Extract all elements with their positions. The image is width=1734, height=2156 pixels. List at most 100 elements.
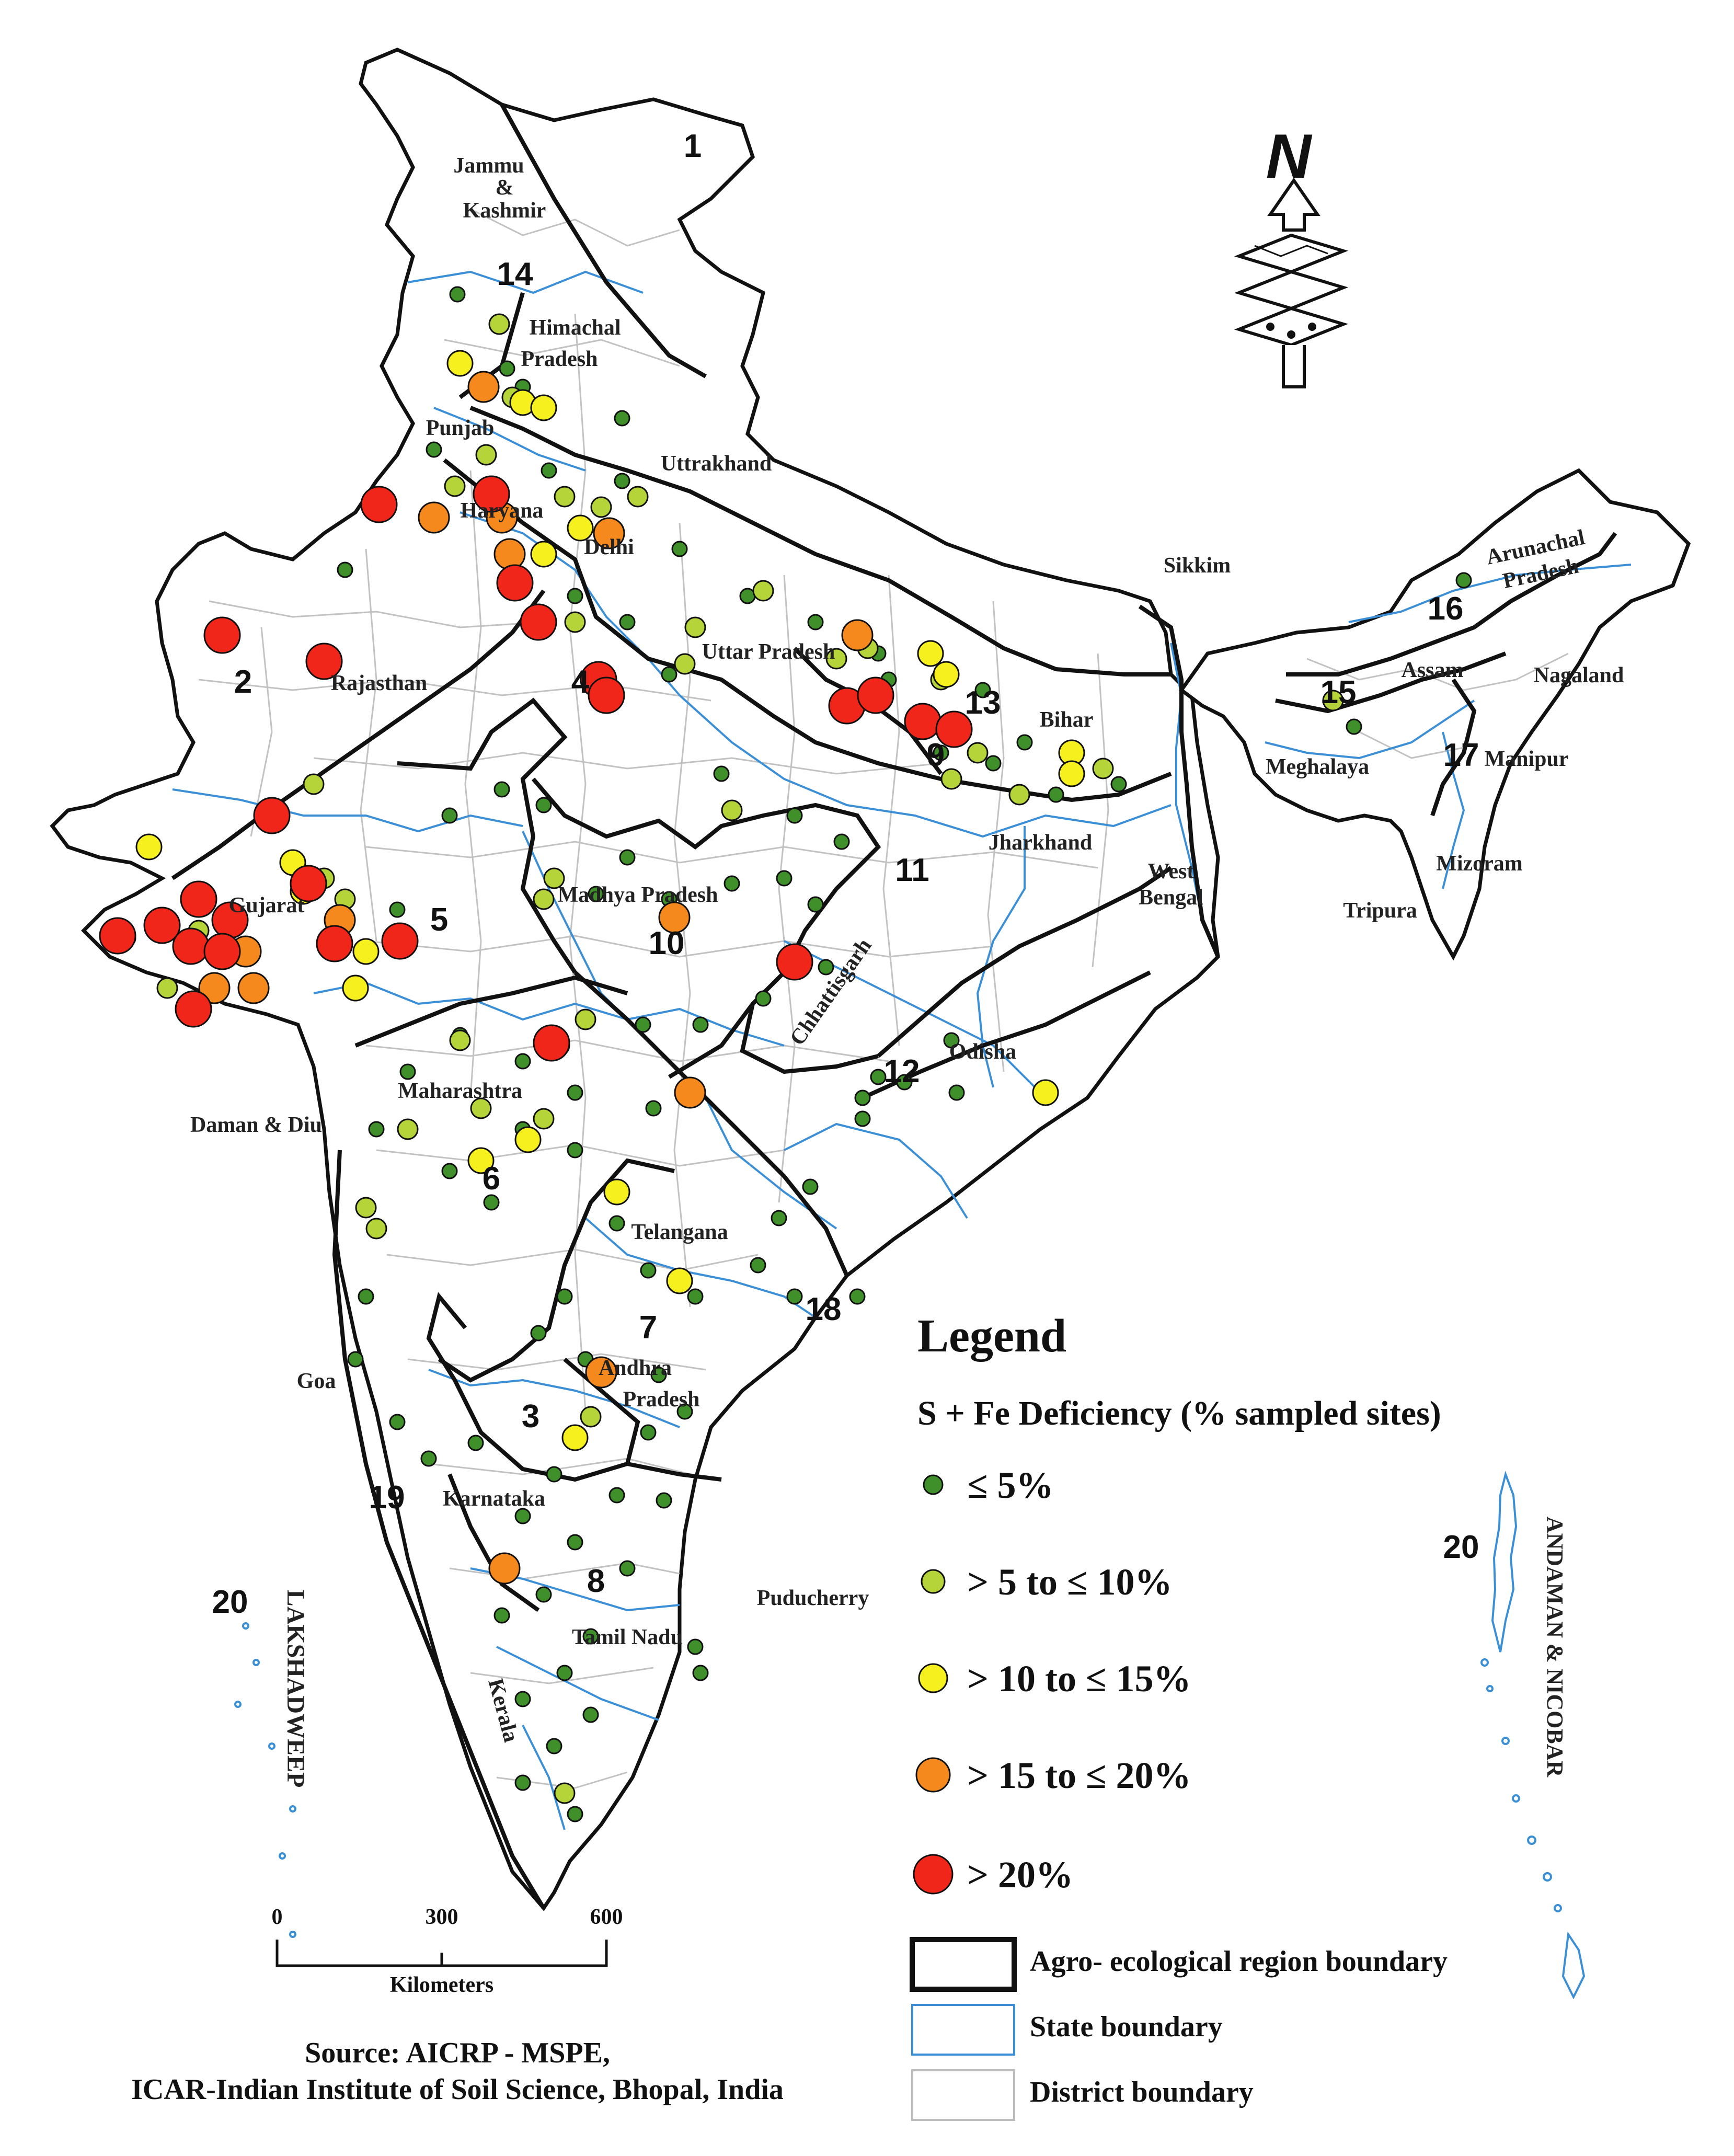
legend-item: > 20% xyxy=(913,1854,1073,1896)
scale-tick-label: 300 xyxy=(426,1905,458,1929)
state-label: Uttar Pradesh xyxy=(702,640,835,664)
agro-ecological-boundaries xyxy=(171,104,1617,1910)
legend-item: > 15 to ≤ 20% xyxy=(915,1754,1191,1796)
layers-icon xyxy=(1234,233,1349,347)
state-label: Nagaland xyxy=(1534,663,1624,687)
north-arrow-icon xyxy=(1267,177,1320,232)
legend-label: ≤ 5% xyxy=(967,1464,1054,1506)
legend-item: > 5 to ≤ 10% xyxy=(921,1561,1173,1603)
state-label: Jharkhand xyxy=(989,831,1092,855)
state-label: Goa xyxy=(297,1369,336,1393)
mainland-outline xyxy=(50,48,1220,1911)
state-label: Bengal xyxy=(1139,886,1203,910)
legend-label: > 15 to ≤ 20% xyxy=(967,1754,1191,1796)
state-label: Pradesh xyxy=(623,1387,700,1412)
region-number: 9 xyxy=(927,737,945,773)
region-number: 12 xyxy=(884,1053,920,1090)
region-number: 1 xyxy=(684,128,702,164)
region-number: 17 xyxy=(1443,737,1479,773)
legend-boundary-item: Agro- ecological region boundary xyxy=(910,1937,1448,1992)
scale-bar: 0 300 600 Kilometers xyxy=(272,1905,623,1997)
andaman-nicobar-islands xyxy=(1480,1471,1586,2000)
legend: Legend S + Fe Deficiency (% sampled site… xyxy=(910,1310,1448,2121)
legend-label: State boundary xyxy=(1030,2011,1223,2043)
legend-label: > 10 to ≤ 15% xyxy=(967,1658,1191,1700)
state-label: & xyxy=(496,176,514,200)
country-outline xyxy=(50,48,1691,1911)
legend-label: District boundary xyxy=(1030,2076,1254,2108)
northeast-outline xyxy=(1179,468,1691,961)
legend-subtitle: S + Fe Deficiency (% sampled sites) xyxy=(917,1394,1441,1432)
state-label: Meghalaya xyxy=(1266,755,1369,779)
sites-5to10 xyxy=(156,313,1344,1804)
state-label: Daman & Diu xyxy=(190,1113,322,1137)
scale-tick-label: 0 xyxy=(272,1905,283,1929)
region-number: 15 xyxy=(1320,674,1357,710)
source-credit: Source: AICRP - MSPE, ICAR-Indian Instit… xyxy=(131,2037,784,2106)
state-label: Jammu xyxy=(453,154,524,178)
state-label: Odisha xyxy=(949,1040,1016,1064)
state-label: LAKSHADWEEP xyxy=(282,1590,309,1788)
legend-item: ≤ 5% xyxy=(923,1464,1054,1506)
state-label: Uttrakhand xyxy=(661,452,772,476)
legend-swatch xyxy=(913,1854,954,1895)
scale-unit: Kilometers xyxy=(390,1973,493,1997)
legend-swatch xyxy=(918,1663,948,1693)
legend-boundary-item: District boundary xyxy=(911,2069,1254,2121)
legend-swatch xyxy=(921,1569,946,1594)
state-label: Gujarat xyxy=(229,893,305,918)
legend-boundary-item: State boundary xyxy=(911,2004,1223,2056)
legend-item: > 10 to ≤ 15% xyxy=(918,1658,1191,1700)
state-label: Kashmir xyxy=(463,199,546,223)
lakshadweep-islands xyxy=(234,1622,296,1938)
state-label: Punjab xyxy=(426,416,495,440)
district-boundary-swatch xyxy=(911,2069,1015,2121)
region-number: 8 xyxy=(587,1563,605,1599)
state-label: Maharashtra xyxy=(398,1079,522,1103)
region-boundary-swatch xyxy=(910,1937,1017,1992)
region-number: 14 xyxy=(497,256,533,292)
source-line-1: Source: AICRP - MSPE, xyxy=(305,2037,610,2069)
region-number: 5 xyxy=(430,902,448,938)
region-number: 6 xyxy=(483,1161,500,1197)
state-label: Manipur xyxy=(1484,747,1568,771)
state-label: West xyxy=(1148,859,1195,884)
region-number: 20 xyxy=(1443,1529,1479,1565)
sites-10to15 xyxy=(135,350,1085,1451)
sites-15to20 xyxy=(198,371,874,1585)
region-number: 4 xyxy=(571,664,590,700)
region-number: 3 xyxy=(522,1398,539,1435)
state-label: Andhra xyxy=(599,1356,672,1380)
region-number: 11 xyxy=(895,852,929,888)
sample-sites xyxy=(99,286,1472,1822)
state-label: ANDAMAN & NICOBAR xyxy=(1542,1517,1568,1778)
state-label: Puducherry xyxy=(757,1586,869,1610)
region-number: 16 xyxy=(1428,591,1464,627)
legend-title: Legend xyxy=(917,1310,1066,1362)
district-boundaries xyxy=(198,208,1569,1789)
region-number: 20 xyxy=(212,1584,248,1620)
north-label: N xyxy=(1266,121,1313,191)
state-label: Telangana xyxy=(631,1220,728,1244)
region-number: 18 xyxy=(806,1291,842,1327)
scale-line xyxy=(275,1940,608,1967)
state-label: Rajasthan xyxy=(331,671,427,695)
state-label: Delhi xyxy=(584,535,634,559)
region-number: 7 xyxy=(639,1310,657,1346)
state-label: Sikkim xyxy=(1164,554,1231,578)
state-boundaries xyxy=(172,270,1632,1830)
state-label: Himachal xyxy=(530,316,621,340)
legend-swatch xyxy=(923,1474,944,1495)
legend-label: > 20% xyxy=(967,1854,1073,1896)
region-number: 19 xyxy=(369,1480,405,1516)
state-label: Haryana xyxy=(461,499,544,523)
legend-label: > 5 to ≤ 10% xyxy=(967,1561,1173,1603)
state-boundary-swatch xyxy=(911,2004,1015,2056)
region-number: 13 xyxy=(965,685,1001,721)
state-label: Tripura xyxy=(1343,899,1417,923)
north-arrow: N xyxy=(1234,121,1349,388)
state-label: Bihar xyxy=(1040,708,1094,732)
state-label: Pradesh xyxy=(521,347,598,371)
state-label: Tamil Nadu xyxy=(572,1625,683,1649)
